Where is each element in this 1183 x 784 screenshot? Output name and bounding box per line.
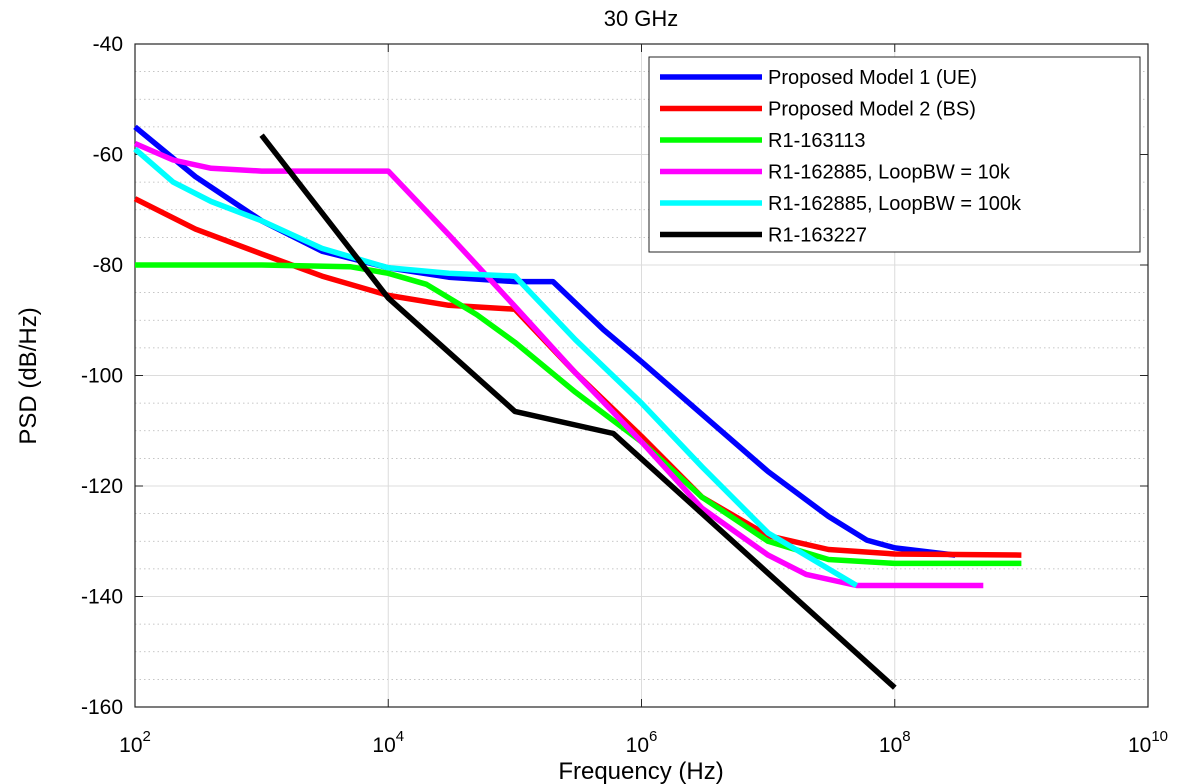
legend-label: Proposed Model 2 (BS) bbox=[768, 99, 976, 121]
y-tick-label: -80 bbox=[93, 254, 123, 277]
x-tick-label: 1010 bbox=[1128, 728, 1168, 757]
y-axis-tick-labels: -40 -60 -80 -100 -120 -140 -160 bbox=[81, 33, 123, 719]
legend-label: R1-162885, LoopBW = 10k bbox=[768, 162, 1011, 184]
x-axis-tick-labels: 102 104 106 108 1010 bbox=[119, 728, 1168, 757]
legend-label: R1-163227 bbox=[768, 225, 867, 247]
legend: Proposed Model 1 (UE) Proposed Model 2 (B… bbox=[648, 56, 1141, 253]
x-tick-label: 108 bbox=[879, 728, 911, 757]
legend-label: R1-162885, LoopBW = 100k bbox=[768, 193, 1022, 215]
y-tick-label: -160 bbox=[81, 696, 123, 719]
tick-marks bbox=[134, 43, 1149, 708]
series-lines bbox=[133, 124, 1022, 690]
legend-label: Proposed Model 1 (UE) bbox=[768, 67, 977, 89]
y-tick-label: -120 bbox=[81, 475, 123, 498]
x-axis-label: Frequency (Hz) bbox=[558, 758, 723, 784]
y-tick-label: -40 bbox=[93, 33, 123, 56]
legend-box bbox=[648, 56, 1141, 253]
y-tick-label: -100 bbox=[81, 365, 123, 388]
x-tick-label: 104 bbox=[372, 728, 404, 757]
x-tick-label: 102 bbox=[119, 728, 151, 757]
series-line-3 bbox=[135, 262, 1022, 567]
legend-items: Proposed Model 1 (UE) Proposed Model 2 (B… bbox=[660, 67, 1022, 247]
x-tick-label: 106 bbox=[626, 728, 658, 757]
series-line-4 bbox=[133, 140, 984, 589]
series-line-5 bbox=[133, 146, 859, 588]
y-axis-label: PSD (dB/Hz) bbox=[15, 307, 42, 444]
chart-title: 30 GHz bbox=[604, 6, 679, 31]
legend-label: R1-163113 bbox=[768, 130, 865, 152]
y-tick-label: -60 bbox=[93, 144, 123, 167]
y-tick-label: -140 bbox=[81, 586, 123, 609]
series-line-6 bbox=[259, 133, 897, 690]
